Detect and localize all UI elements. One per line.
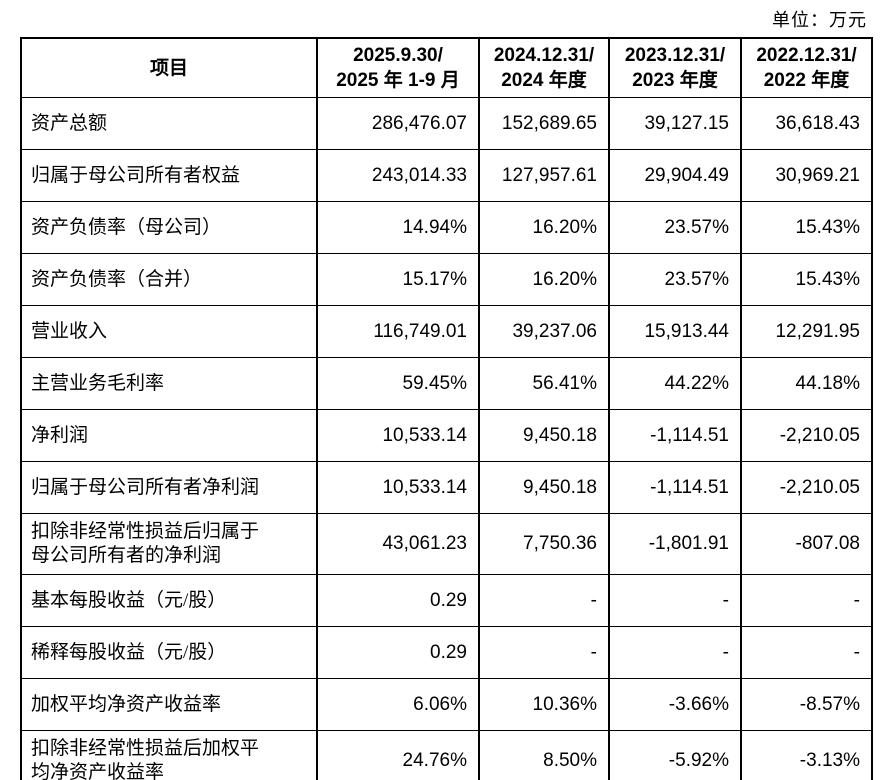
- row-value: 0.29: [316, 626, 480, 679]
- row-value: 15.43%: [740, 253, 873, 306]
- row-value: -1,114.51: [608, 461, 742, 514]
- row-label: 归属于母公司所有者权益: [20, 149, 318, 202]
- row-value: 36,618.43: [740, 97, 873, 150]
- table-row: 归属于母公司所有者净利润 10,533.14 9,450.18 -1,114.51 -2…: [20, 461, 873, 514]
- row-value: 16.20%: [478, 201, 610, 254]
- row-value: -3.13%: [740, 730, 873, 780]
- table-row: 加权平均净资产收益率 6.06% 10.36% -3.66% -8.57%: [20, 678, 873, 731]
- row-value: -3.66%: [608, 678, 742, 731]
- row-value: 127,957.61: [478, 149, 610, 202]
- table-row: 资产负债率（母公司） 14.94% 16.20% 23.57% 15.43%: [20, 201, 873, 254]
- row-label: 加权平均净资产收益率: [20, 678, 318, 731]
- row-label: 资产负债率（母公司）: [20, 201, 318, 254]
- row-value: 286,476.07: [316, 97, 480, 150]
- row-value: 29,904.49: [608, 149, 742, 202]
- row-value: -2,210.05: [740, 409, 873, 462]
- row-value: 44.18%: [740, 357, 873, 410]
- header-cell-period-2025: 2025.9.30/ 2025 年 1-9 月: [316, 37, 480, 98]
- row-label: 基本每股收益（元/股）: [20, 574, 318, 627]
- header-row: 项目 2025.9.30/ 2025 年 1-9 月 2024.12.31/ 2…: [20, 37, 873, 98]
- table-row: 主营业务毛利率 59.45% 56.41% 44.22% 44.18%: [20, 357, 873, 410]
- row-value: -5.92%: [608, 730, 742, 780]
- row-value: -8.57%: [740, 678, 873, 731]
- row-value: -1,114.51: [608, 409, 742, 462]
- row-value: 8.50%: [478, 730, 610, 780]
- row-label: 扣除非经常性损益后归属于 母公司所有者的净利润: [20, 513, 318, 575]
- table-row: 扣除非经常性损益后归属于 母公司所有者的净利润 43,061.23 7,750.36…: [20, 513, 873, 575]
- row-value: 44.22%: [608, 357, 742, 410]
- row-value: -: [478, 626, 610, 679]
- row-value: 39,237.06: [478, 305, 610, 358]
- row-value: 10,533.14: [316, 409, 480, 462]
- row-label: 主营业务毛利率: [20, 357, 318, 410]
- table-row: 净利润 10,533.14 9,450.18 -1,114.51 -2,210.05: [20, 409, 873, 462]
- row-value: 0.29: [316, 574, 480, 627]
- row-label: 资产负债率（合并）: [20, 253, 318, 306]
- table-row: 基本每股收益（元/股） 0.29- - -: [20, 574, 873, 627]
- unit-label: 单位：万元: [772, 10, 867, 30]
- row-label: 归属于母公司所有者净利润: [20, 461, 318, 514]
- row-value: 43,061.23: [316, 513, 480, 575]
- row-value: 23.57%: [608, 253, 742, 306]
- row-value: -807.08: [740, 513, 873, 575]
- row-value: 39,127.15: [608, 97, 742, 150]
- row-value: -1,801.91: [608, 513, 742, 575]
- row-value: 6.06%: [316, 678, 480, 731]
- header-cell-period-2024: 2024.12.31/ 2024 年度: [478, 37, 610, 98]
- row-value: 116,749.01: [316, 305, 480, 358]
- table-row: 稀释每股收益（元/股） 0.29- - -: [20, 626, 873, 679]
- row-value: 9,450.18: [478, 409, 610, 462]
- row-value: 9,450.18: [478, 461, 610, 514]
- table-row: 扣除非经常性损益后加权平 均净资产收益率 24.76% 8.50% -5.92% -3.…: [20, 730, 873, 780]
- row-value: -: [740, 574, 873, 627]
- row-value: 7,750.36: [478, 513, 610, 575]
- row-label: 资产总额: [20, 97, 318, 150]
- table-row: 资产总额 286,476.07 152,689.65 39,127.15 36,618.…: [20, 97, 873, 150]
- row-value: 59.45%: [316, 357, 480, 410]
- row-value: 30,969.21: [740, 149, 873, 202]
- row-value: -: [740, 626, 873, 679]
- row-value: -: [608, 626, 742, 679]
- header-cell-period-2022: 2022.12.31/ 2022 年度: [740, 37, 873, 98]
- row-label: 稀释每股收益（元/股）: [20, 626, 318, 679]
- header-cell-item: 项目: [20, 37, 318, 98]
- table-row: 资产负债率（合并） 15.17% 16.20% 23.57% 15.43%: [20, 253, 873, 306]
- row-value: 12,291.95: [740, 305, 873, 358]
- header-cell-period-2023: 2023.12.31/ 2023 年度: [608, 37, 742, 98]
- row-value: 15.43%: [740, 201, 873, 254]
- row-value: -: [478, 574, 610, 627]
- financial-summary-table: 项目 2025.9.30/ 2025 年 1-9 月 2024.12.31/ 2…: [20, 37, 873, 780]
- row-value: 152,689.65: [478, 97, 610, 150]
- row-value: 24.76%: [316, 730, 480, 780]
- row-value: 14.94%: [316, 201, 480, 254]
- table-row: 归属于母公司所有者权益 243,014.33 127,957.61 29,904.49…: [20, 149, 873, 202]
- row-value: 23.57%: [608, 201, 742, 254]
- row-value: 243,014.33: [316, 149, 480, 202]
- row-value: -: [608, 574, 742, 627]
- row-value: 16.20%: [478, 253, 610, 306]
- row-value: 10.36%: [478, 678, 610, 731]
- row-value: 10,533.14: [316, 461, 480, 514]
- row-label: 扣除非经常性损益后加权平 均净资产收益率: [20, 730, 318, 780]
- table-body: 资产总额 286,476.07 152,689.65 39,127.15 36,618.…: [20, 97, 873, 780]
- row-value: -2,210.05: [740, 461, 873, 514]
- row-label: 净利润: [20, 409, 318, 462]
- row-value: 56.41%: [478, 357, 610, 410]
- table-row: 营业收入 116,749.01 39,237.06 15,913.44 12,291.9…: [20, 305, 873, 358]
- row-value: 15.17%: [316, 253, 480, 306]
- row-label: 营业收入: [20, 305, 318, 358]
- row-value: 15,913.44: [608, 305, 742, 358]
